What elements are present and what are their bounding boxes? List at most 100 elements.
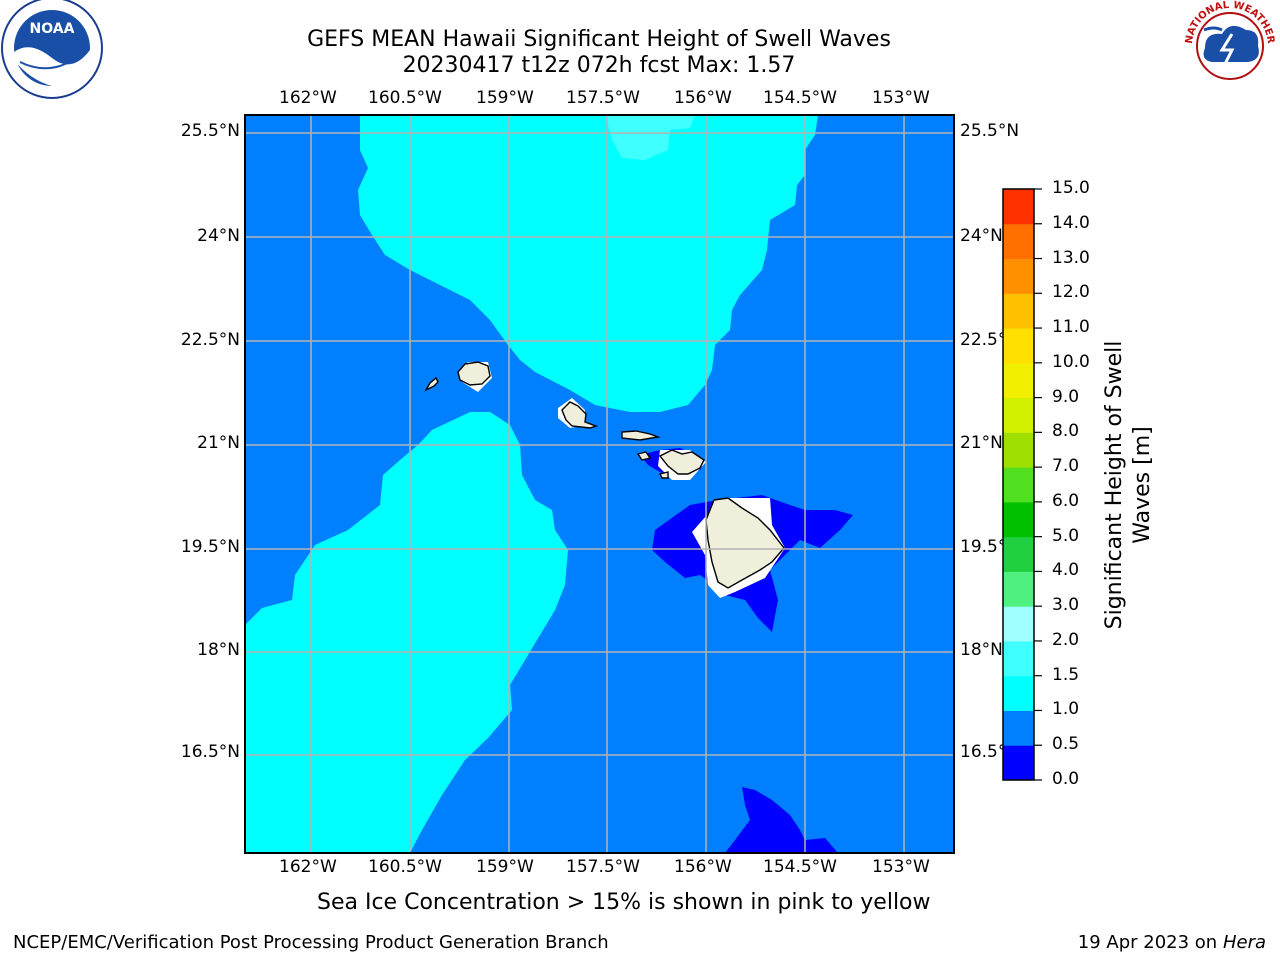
colorbar-swatch (1003, 432, 1034, 468)
island-oahu (561, 401, 599, 429)
colorbar-tick-label: 7.0 (1052, 456, 1080, 477)
colorbar-tick-label: 13.0 (1052, 247, 1090, 268)
colorbar-label: Significant Height of Swell Waves [m] (1101, 341, 1157, 630)
colorbar-swatch (1003, 293, 1034, 329)
lon-label-bottom: 162°W (279, 857, 337, 877)
lon-label-bottom: 156°W (674, 857, 732, 877)
map-title: GEFS MEAN Hawaii Significant Height of S… (249, 27, 949, 79)
noaa-logo-text: NOAA (30, 21, 75, 37)
island-molokai (621, 430, 661, 441)
swell-zone-southwest-light (245, 412, 568, 853)
footer-host: Hera (1222, 932, 1266, 953)
colorbar-tick-label: 9.0 (1052, 386, 1080, 407)
lon-label-top: 162°W (279, 88, 337, 108)
colorbar-tick-label: 10.0 (1052, 351, 1090, 372)
colorbar-swatch (1003, 536, 1034, 572)
lon-label-bottom: 153°W (872, 857, 930, 877)
footer-date: 19 Apr 2023 on Hera (1078, 932, 1266, 953)
lat-label-left: 21°N (197, 433, 240, 453)
colorbar-tick-label: 1.5 (1052, 664, 1080, 685)
lat-label-right: 22.5°N (960, 330, 1003, 350)
lat-label-left: 18°N (197, 640, 240, 660)
colorbar-tick-label: 8.0 (1052, 421, 1080, 442)
colorbar-swatch (1003, 328, 1034, 364)
colorbar-swatch (1003, 189, 1034, 225)
colorbar-swatch (1003, 606, 1034, 642)
footer-branch: NCEP/EMC/Verification Post Processing Pr… (13, 932, 609, 953)
islands (424, 361, 785, 589)
graticule (245, 115, 954, 853)
colorbar-tick-label: 5.0 (1052, 525, 1080, 546)
colorbar-tick-label: 14.0 (1052, 212, 1090, 233)
lat-label-right: 21°N (960, 433, 1003, 453)
lat-label-left: 22.5°N (180, 330, 240, 350)
map-area (245, 115, 954, 853)
lat-label-right-top: 25.5°N (960, 121, 1020, 141)
colorbar-tick-label: 1.0 (1052, 699, 1080, 720)
colorbar-tick-label: 6.0 (1052, 490, 1080, 511)
colorbar-swatch (1003, 397, 1034, 433)
colorbar-tick-label: 3.0 (1052, 595, 1080, 616)
colorbar-tick-label: 0.0 (1052, 769, 1080, 789)
colorbar-swatch (1003, 467, 1034, 503)
lat-label-left: 24°N (197, 226, 240, 246)
lon-label-top: 156°W (674, 88, 732, 108)
lat-label-right: 19.5°N (960, 537, 1003, 557)
colorbar-tick-labels: 0.0 0.5 1.0 1.5 2.0 3.0 4.0 5.0 6.0 7.0 8.0 9.0 10.0… (1052, 0, 1132, 960)
nws-logo (1182, 0, 1278, 94)
island-niihau (424, 376, 439, 392)
island-hawaii (705, 497, 785, 589)
island-kahoolawe (658, 471, 669, 479)
lon-label-top: 157.5°W (566, 88, 640, 108)
island-maui (658, 449, 705, 475)
lon-label-top: 159°W (476, 88, 534, 108)
noaa-logo (1, 0, 103, 99)
colorbar-tick-label: 4.0 (1052, 560, 1080, 581)
title-line-2: 20230417 t12z 072h fcst Max: 1.57 (402, 53, 796, 78)
colorbar (1003, 188, 1042, 781)
colorbar-tick-label: 2.0 (1052, 629, 1080, 650)
colorbar-label-line-1: Significant Height of Swell (1102, 340, 1127, 630)
lon-labels-bottom: 162°W 160.5°W 159°W 157.5°W 156°W 154.5°… (0, 857, 1280, 879)
lat-label-left: 19.5°N (180, 537, 240, 557)
colorbar-swatch (1003, 571, 1034, 607)
lat-labels-left: 25.5°N 24°N 22.5°N 21°N 19.5°N 18°N 16.5… (100, 0, 240, 960)
lat-label-right: 24°N (960, 226, 1003, 246)
lat-label-right: 16.5°N (960, 742, 1003, 762)
footer-date-text: 19 Apr 2023 on (1077, 932, 1223, 953)
swell-zone-north-lighter (605, 115, 695, 160)
colorbar-tick-label: 0.5 (1052, 734, 1080, 755)
colorbar-tick-label: 11.0 (1052, 317, 1090, 338)
lon-labels-top: 162°W 160.5°W 159°W 157.5°W 156°W 154.5°… (0, 88, 1280, 110)
colorbar-swatch (1003, 362, 1034, 399)
island-kauai (457, 361, 491, 386)
lon-label-top: 154.5°W (763, 88, 837, 108)
lat-label-right: 18°N (960, 640, 1003, 660)
lat-label-left: 16.5°N (180, 742, 240, 762)
lon-label-bottom: 160.5°W (368, 857, 442, 877)
colorbar-frame (1002, 188, 1035, 781)
lon-label-top: 160.5°W (368, 88, 442, 108)
title-line-1: GEFS MEAN Hawaii Significant Height of S… (307, 27, 891, 52)
colorbar-swatch (1003, 501, 1034, 538)
colorbar-swatch (1003, 640, 1034, 677)
island-lanai (636, 451, 652, 461)
lat-label-left: 25.5°N (180, 121, 240, 141)
colorbar-label-line-2: Waves [m] (1130, 426, 1155, 544)
lon-label-bottom: 159°W (476, 857, 534, 877)
sea-ice-note: Sea Ice Concentration > 15% is shown in … (317, 890, 931, 915)
colorbar-tick-label: 12.0 (1052, 282, 1090, 303)
lon-label-top: 153°W (872, 88, 930, 108)
swell-zone-south-dark (725, 787, 838, 853)
lon-label-bottom: 154.5°W (763, 857, 837, 877)
swell-zone-north-light (358, 115, 818, 412)
colorbar-tick-label: 15.0 (1052, 178, 1090, 198)
colorbar-swatch (1003, 223, 1034, 260)
colorbar-swatch (1003, 710, 1034, 746)
map-frame (244, 114, 955, 854)
colorbar-swatch (1003, 675, 1034, 711)
lat-labels-right: 25.5°N 24°N 22.5°N 21°N 19.5°N 18°N 16.5… (960, 0, 1003, 960)
colorbar-swatch (1003, 745, 1034, 781)
